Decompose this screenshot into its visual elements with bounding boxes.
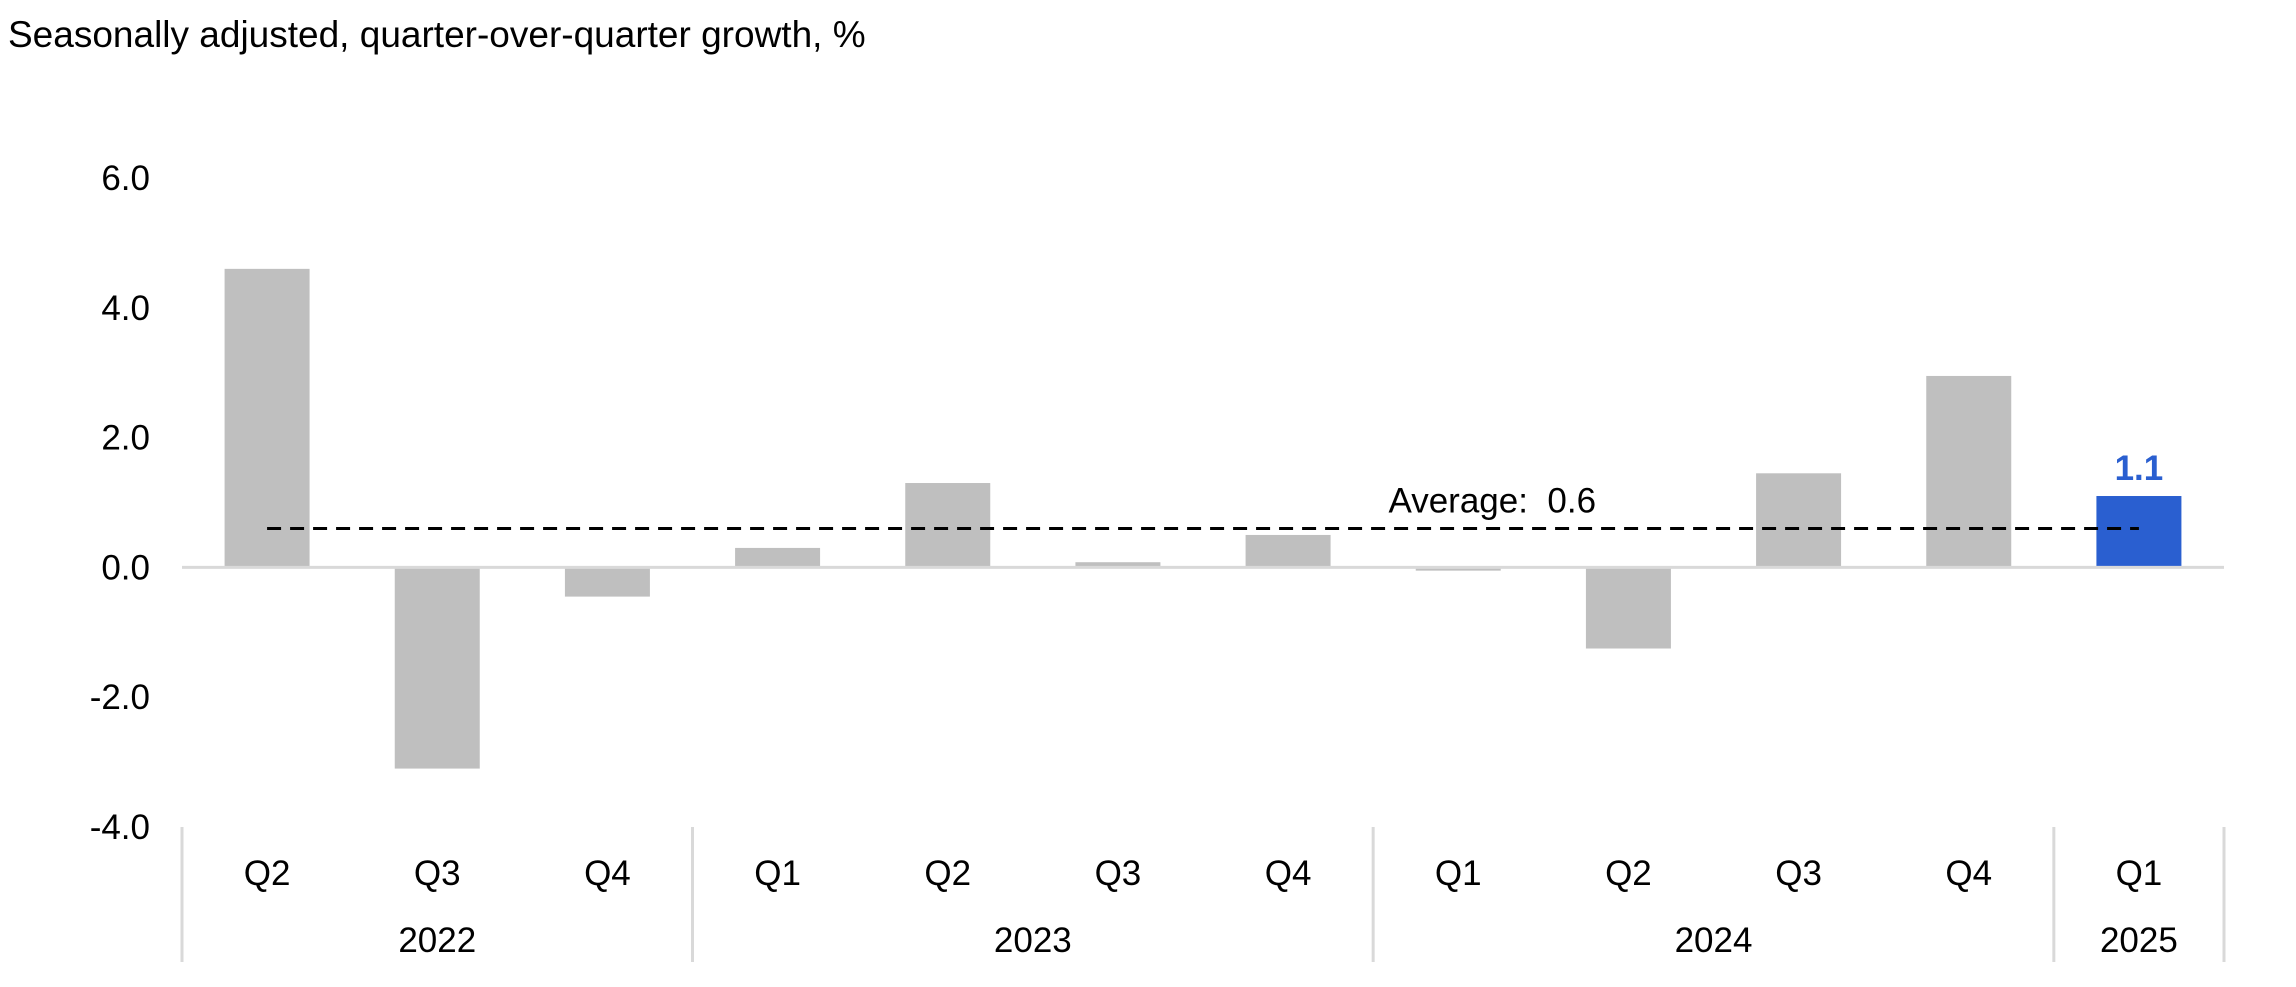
- x-tick-label: Q3: [1095, 854, 1142, 893]
- y-tick-label: 0.0: [101, 548, 150, 587]
- bar: [905, 483, 991, 568]
- bar: [1756, 473, 1842, 568]
- y-tick-label: -4.0: [90, 808, 150, 847]
- y-tick-label: -2.0: [90, 678, 150, 717]
- x-tick-label: Q3: [414, 854, 461, 893]
- bar: [1585, 567, 1671, 649]
- bar: [1075, 562, 1161, 568]
- highlight-value-label: 1.1: [2115, 449, 2164, 488]
- x-tick-label: Q4: [1945, 854, 1992, 893]
- x-tick-label: Q2: [924, 854, 971, 893]
- bar-highlighted: [2096, 496, 2182, 568]
- bar: [1415, 567, 1501, 571]
- year-label: 2023: [994, 921, 1072, 960]
- x-tick-label: Q2: [244, 854, 291, 893]
- average-line-group: Average: 0.6: [267, 481, 2139, 530]
- y-tick-label: 2.0: [101, 419, 150, 458]
- bar: [564, 567, 650, 597]
- x-axis: Q2 Q3 Q4 Q1 Q2 Q3 Q4 Q1 Q2 Q3 Q4 Q1 2022 2023 2024 2025: [180, 827, 2226, 962]
- y-tick-label: 6.0: [101, 159, 150, 198]
- bar: [394, 567, 480, 769]
- year-label: 2024: [1675, 921, 1753, 960]
- y-axis: -4.0 -2.0 0.0 2.0 4.0 6.0: [90, 159, 150, 847]
- year-label: 2025: [2100, 921, 2178, 960]
- chart-title: Seasonally adjusted, quarter-over-quarte…: [8, 14, 866, 55]
- x-tick-label: Q4: [584, 854, 631, 893]
- x-tick-label: Q1: [754, 854, 801, 893]
- average-label: Average: 0.6: [1389, 481, 1597, 520]
- x-tick-label: Q1: [1435, 854, 1482, 893]
- bars: [224, 268, 2182, 769]
- bar: [1926, 375, 2012, 568]
- bar: [1245, 534, 1331, 568]
- x-tick-label: Q3: [1775, 854, 1822, 893]
- year-label: 2022: [398, 921, 476, 960]
- bar: [735, 547, 821, 568]
- data-labels: 1.1: [2115, 449, 2164, 488]
- bar: [224, 268, 310, 568]
- x-tick-label: Q4: [1265, 854, 1312, 893]
- y-tick-label: 4.0: [101, 289, 150, 328]
- x-tick-label: Q1: [2116, 854, 2163, 893]
- x-tick-label: Q2: [1605, 854, 1652, 893]
